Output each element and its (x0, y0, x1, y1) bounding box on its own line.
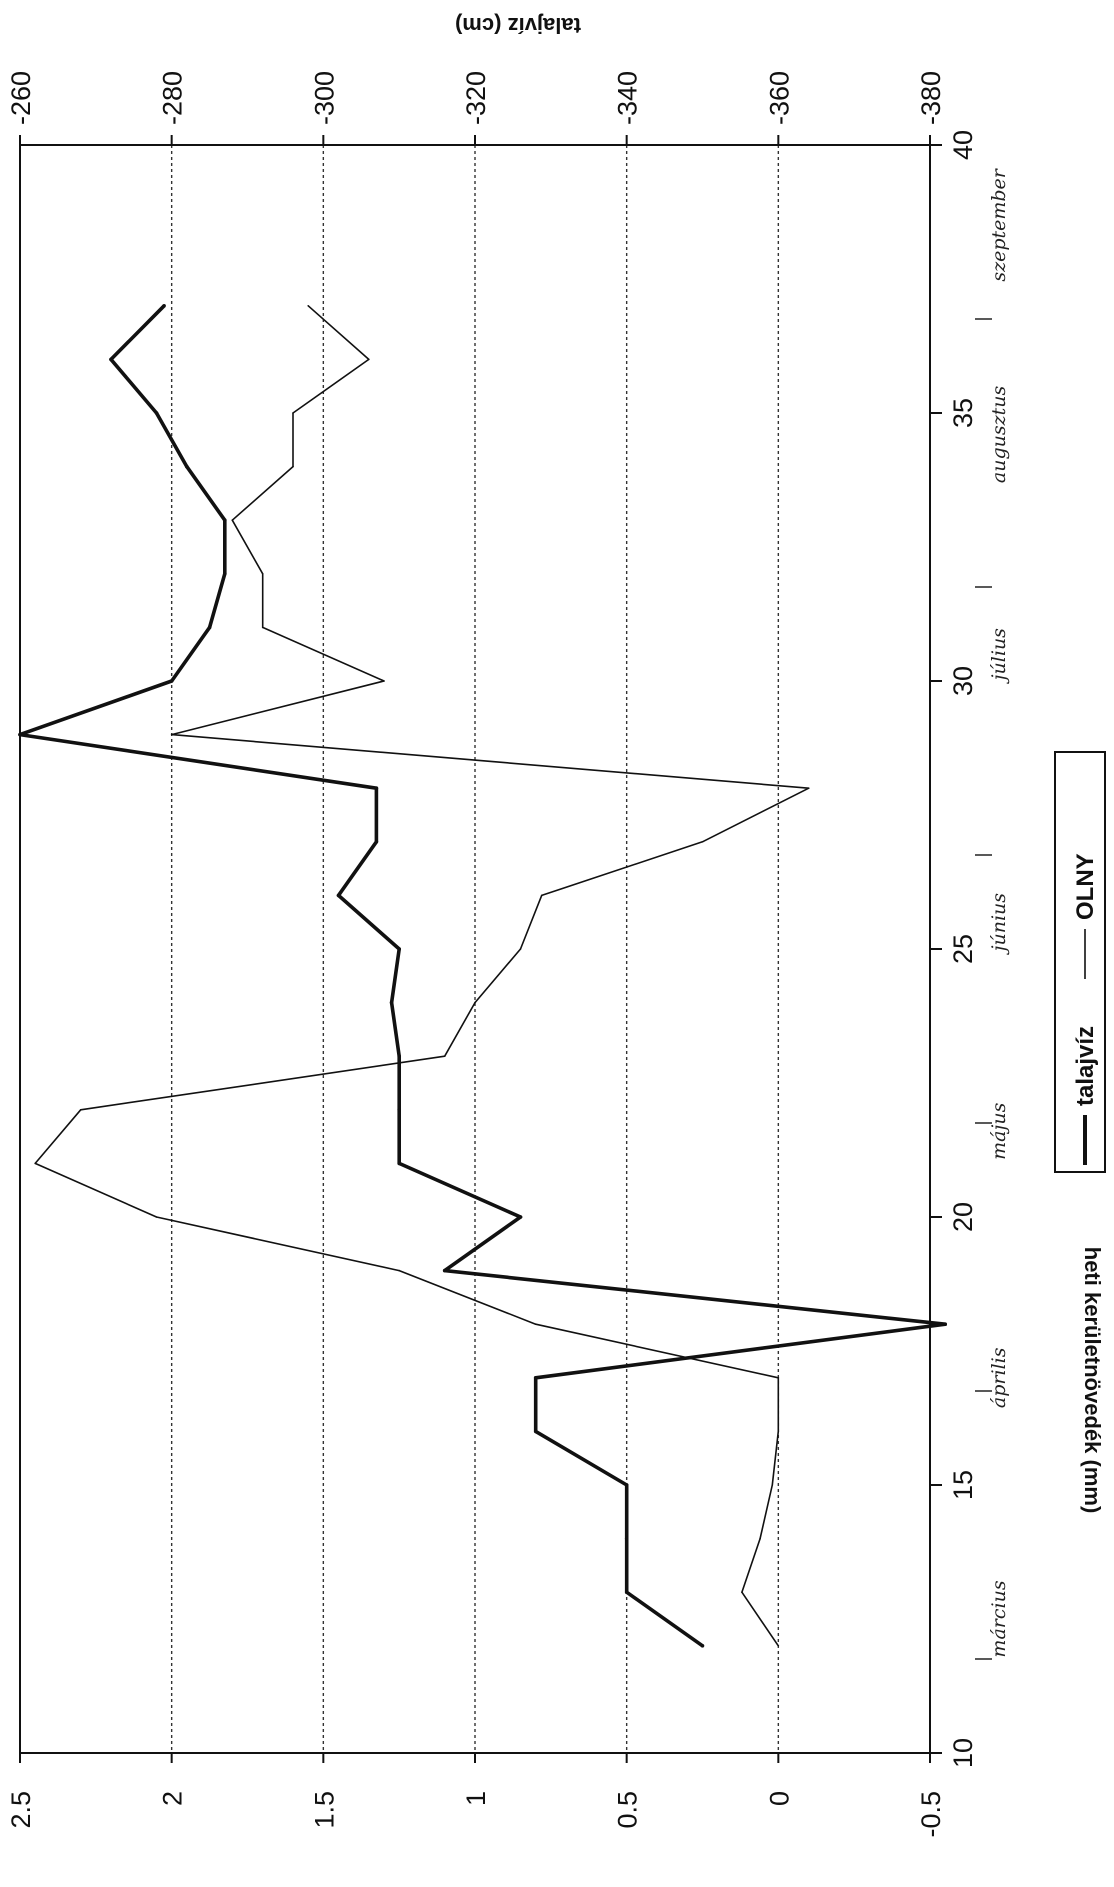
legend: talajvíz OLNY (1054, 751, 1106, 1173)
data-point (777, 1377, 780, 1379)
y-left-tick-label: 1 (461, 1791, 491, 1806)
data-point (741, 1591, 743, 1593)
data-point (519, 948, 522, 950)
month-label: szeptember (988, 167, 1010, 281)
left-axis-label: heti kerületnövedék (mm) (1080, 1247, 1105, 1514)
data-point (540, 894, 543, 897)
month-label: augusztus (988, 386, 1010, 484)
y-right-tick-label: -320 (461, 71, 491, 125)
data-point (777, 1645, 780, 1647)
data-point (442, 1268, 447, 1273)
data-point (231, 519, 234, 521)
x-tick-label: 30 (948, 666, 978, 696)
data-point (534, 1323, 537, 1325)
data-point (701, 841, 704, 843)
data-point (398, 1269, 401, 1272)
data-point (624, 1590, 629, 1594)
data-point (533, 1376, 538, 1380)
data-point (397, 947, 402, 951)
data-point (261, 573, 264, 575)
data-point (223, 572, 227, 576)
data-point (336, 893, 341, 898)
data-point (383, 680, 385, 682)
legend-label-olny: OLNY (1072, 853, 1099, 920)
data-point (34, 1162, 36, 1165)
data-point (624, 1536, 629, 1541)
ticks: 2.5 2 1.5 1 0.5 0 -0.5 -260 -280 -300 -320 -340 -360… (6, 71, 1010, 1838)
data-point (374, 786, 379, 790)
x-tick-label: 20 (948, 1202, 978, 1232)
data-point (162, 304, 166, 308)
data-point (154, 411, 159, 415)
data-point (397, 1054, 402, 1058)
right-axis-label: talajvíz (cm) (455, 13, 581, 38)
x-tick-label: 40 (948, 130, 978, 160)
data-point (771, 1484, 774, 1486)
y-right-tick-label: -300 (309, 71, 339, 125)
data-point (109, 357, 113, 362)
data-point (292, 465, 294, 468)
data-point (374, 840, 379, 844)
y-left-tick-label: 0 (764, 1791, 794, 1806)
data-point (397, 1108, 402, 1112)
data-point (169, 679, 174, 683)
x-tick-label: 25 (948, 934, 978, 964)
data-point (79, 1109, 82, 1111)
month-label: május (988, 1102, 1010, 1159)
data-point (518, 1215, 523, 1219)
data-point (155, 1216, 158, 1218)
data-point (443, 1055, 446, 1057)
y-right-tick-label: -360 (764, 71, 794, 125)
data-point (807, 787, 810, 789)
data-point (943, 1322, 947, 1326)
data-point (389, 1000, 394, 1005)
series-line-olny (34, 305, 810, 1647)
data-point (777, 1430, 780, 1433)
y-right-tick-label: -260 (6, 71, 36, 125)
month-label: június (988, 893, 1010, 956)
x-tick-label: 35 (948, 398, 978, 428)
data-point (170, 733, 173, 736)
data-point (223, 518, 227, 522)
data-point (185, 464, 189, 469)
month-label: július (988, 628, 1010, 685)
y-left-tick-label: 0.5 (613, 1791, 643, 1829)
data-point (368, 358, 370, 361)
y-left-tick-label: 2 (158, 1791, 188, 1806)
data-point (397, 1161, 402, 1166)
series-layer (18, 304, 948, 1648)
data-point (207, 625, 212, 630)
series-line-talajviz (18, 304, 948, 1648)
y-left-tick-label: 2.5 (6, 1791, 36, 1829)
y-right-tick-label: -280 (158, 71, 188, 125)
plot-frame (19, 144, 931, 1754)
y-right-tick-label: -340 (613, 71, 643, 125)
x-tick-label: 15 (948, 1470, 978, 1500)
data-point (307, 305, 310, 307)
data-point (624, 1483, 629, 1487)
y-left-tick-label: 1.5 (309, 1791, 339, 1829)
month-label: április (988, 1347, 1010, 1408)
data-point (474, 1001, 476, 1004)
data-point (533, 1429, 538, 1434)
x-tick-label: 10 (948, 1738, 978, 1768)
month-label: március (988, 1580, 1010, 1657)
data-point (261, 626, 264, 629)
legend-label-talajviz: talajvíz (1072, 1026, 1099, 1106)
data-point (700, 1644, 705, 1648)
y-left-tick-label: -0.5 (916, 1791, 946, 1838)
legend-box (1054, 751, 1106, 1173)
data-point (759, 1537, 761, 1540)
y-right-tick-label: -380 (916, 71, 946, 125)
data-point (292, 412, 294, 414)
